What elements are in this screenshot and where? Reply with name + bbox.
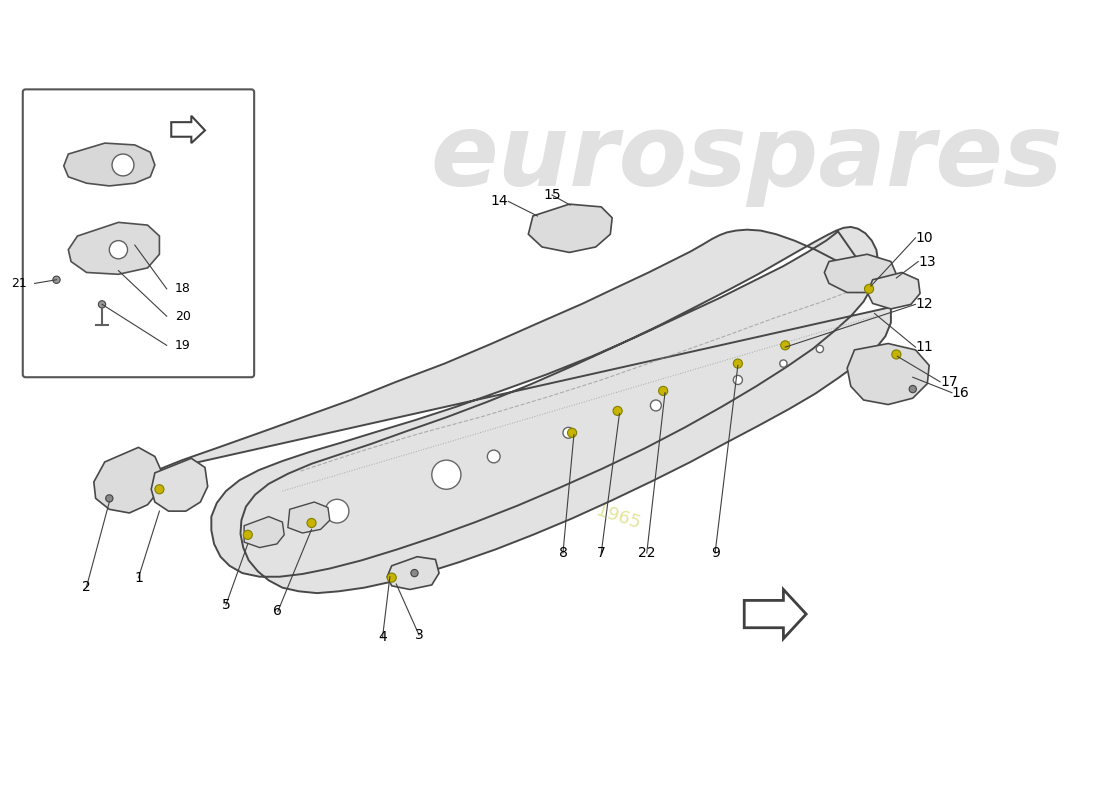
Circle shape bbox=[892, 350, 901, 359]
Polygon shape bbox=[745, 590, 806, 638]
Text: 3: 3 bbox=[415, 628, 424, 642]
Polygon shape bbox=[151, 227, 891, 593]
Text: 2: 2 bbox=[82, 580, 91, 594]
Text: 21: 21 bbox=[12, 277, 28, 290]
Text: 16: 16 bbox=[952, 386, 970, 400]
Text: 11: 11 bbox=[915, 340, 933, 354]
Circle shape bbox=[816, 346, 824, 353]
Circle shape bbox=[243, 530, 252, 539]
Circle shape bbox=[326, 499, 349, 523]
Polygon shape bbox=[847, 343, 930, 405]
Text: 19: 19 bbox=[175, 339, 190, 352]
Text: 7: 7 bbox=[597, 546, 606, 560]
Text: 1: 1 bbox=[134, 570, 143, 585]
Circle shape bbox=[734, 375, 742, 385]
Text: 18: 18 bbox=[175, 282, 190, 295]
Text: 13: 13 bbox=[918, 254, 936, 269]
Text: 22: 22 bbox=[638, 546, 656, 560]
Circle shape bbox=[659, 386, 668, 395]
Circle shape bbox=[106, 494, 113, 502]
Text: 4: 4 bbox=[378, 630, 387, 644]
Text: 6: 6 bbox=[274, 604, 283, 618]
Circle shape bbox=[410, 570, 418, 577]
Circle shape bbox=[909, 386, 916, 393]
Text: 15: 15 bbox=[543, 188, 561, 202]
Circle shape bbox=[307, 518, 316, 527]
Text: 17: 17 bbox=[940, 374, 958, 389]
Polygon shape bbox=[68, 222, 160, 274]
Circle shape bbox=[487, 450, 500, 463]
Text: 5: 5 bbox=[221, 598, 230, 612]
Text: 10: 10 bbox=[915, 231, 933, 245]
Text: a passion for parts since 1965: a passion for parts since 1965 bbox=[377, 431, 642, 533]
Polygon shape bbox=[244, 517, 284, 547]
Polygon shape bbox=[387, 557, 439, 590]
Polygon shape bbox=[151, 458, 208, 511]
Circle shape bbox=[387, 573, 396, 582]
Text: eurospares: eurospares bbox=[431, 110, 1064, 207]
Circle shape bbox=[53, 276, 60, 283]
Circle shape bbox=[613, 406, 623, 415]
Text: 12: 12 bbox=[915, 298, 933, 311]
Polygon shape bbox=[172, 116, 205, 143]
Circle shape bbox=[98, 301, 106, 308]
Text: 20: 20 bbox=[175, 310, 190, 322]
Circle shape bbox=[563, 427, 574, 438]
Circle shape bbox=[780, 360, 788, 367]
Polygon shape bbox=[528, 204, 613, 253]
Polygon shape bbox=[94, 447, 162, 513]
Circle shape bbox=[781, 341, 790, 350]
Polygon shape bbox=[64, 143, 155, 186]
Circle shape bbox=[865, 284, 873, 294]
Polygon shape bbox=[867, 273, 920, 309]
Text: 14: 14 bbox=[491, 194, 508, 209]
Text: 8: 8 bbox=[559, 546, 568, 560]
Circle shape bbox=[650, 400, 661, 411]
Polygon shape bbox=[288, 502, 330, 533]
Circle shape bbox=[734, 359, 742, 368]
FancyBboxPatch shape bbox=[23, 90, 254, 378]
Circle shape bbox=[568, 428, 576, 438]
Circle shape bbox=[155, 485, 164, 494]
Text: 9: 9 bbox=[711, 546, 719, 560]
Circle shape bbox=[112, 154, 134, 176]
Polygon shape bbox=[824, 254, 896, 293]
Circle shape bbox=[109, 241, 128, 259]
Circle shape bbox=[432, 460, 461, 490]
